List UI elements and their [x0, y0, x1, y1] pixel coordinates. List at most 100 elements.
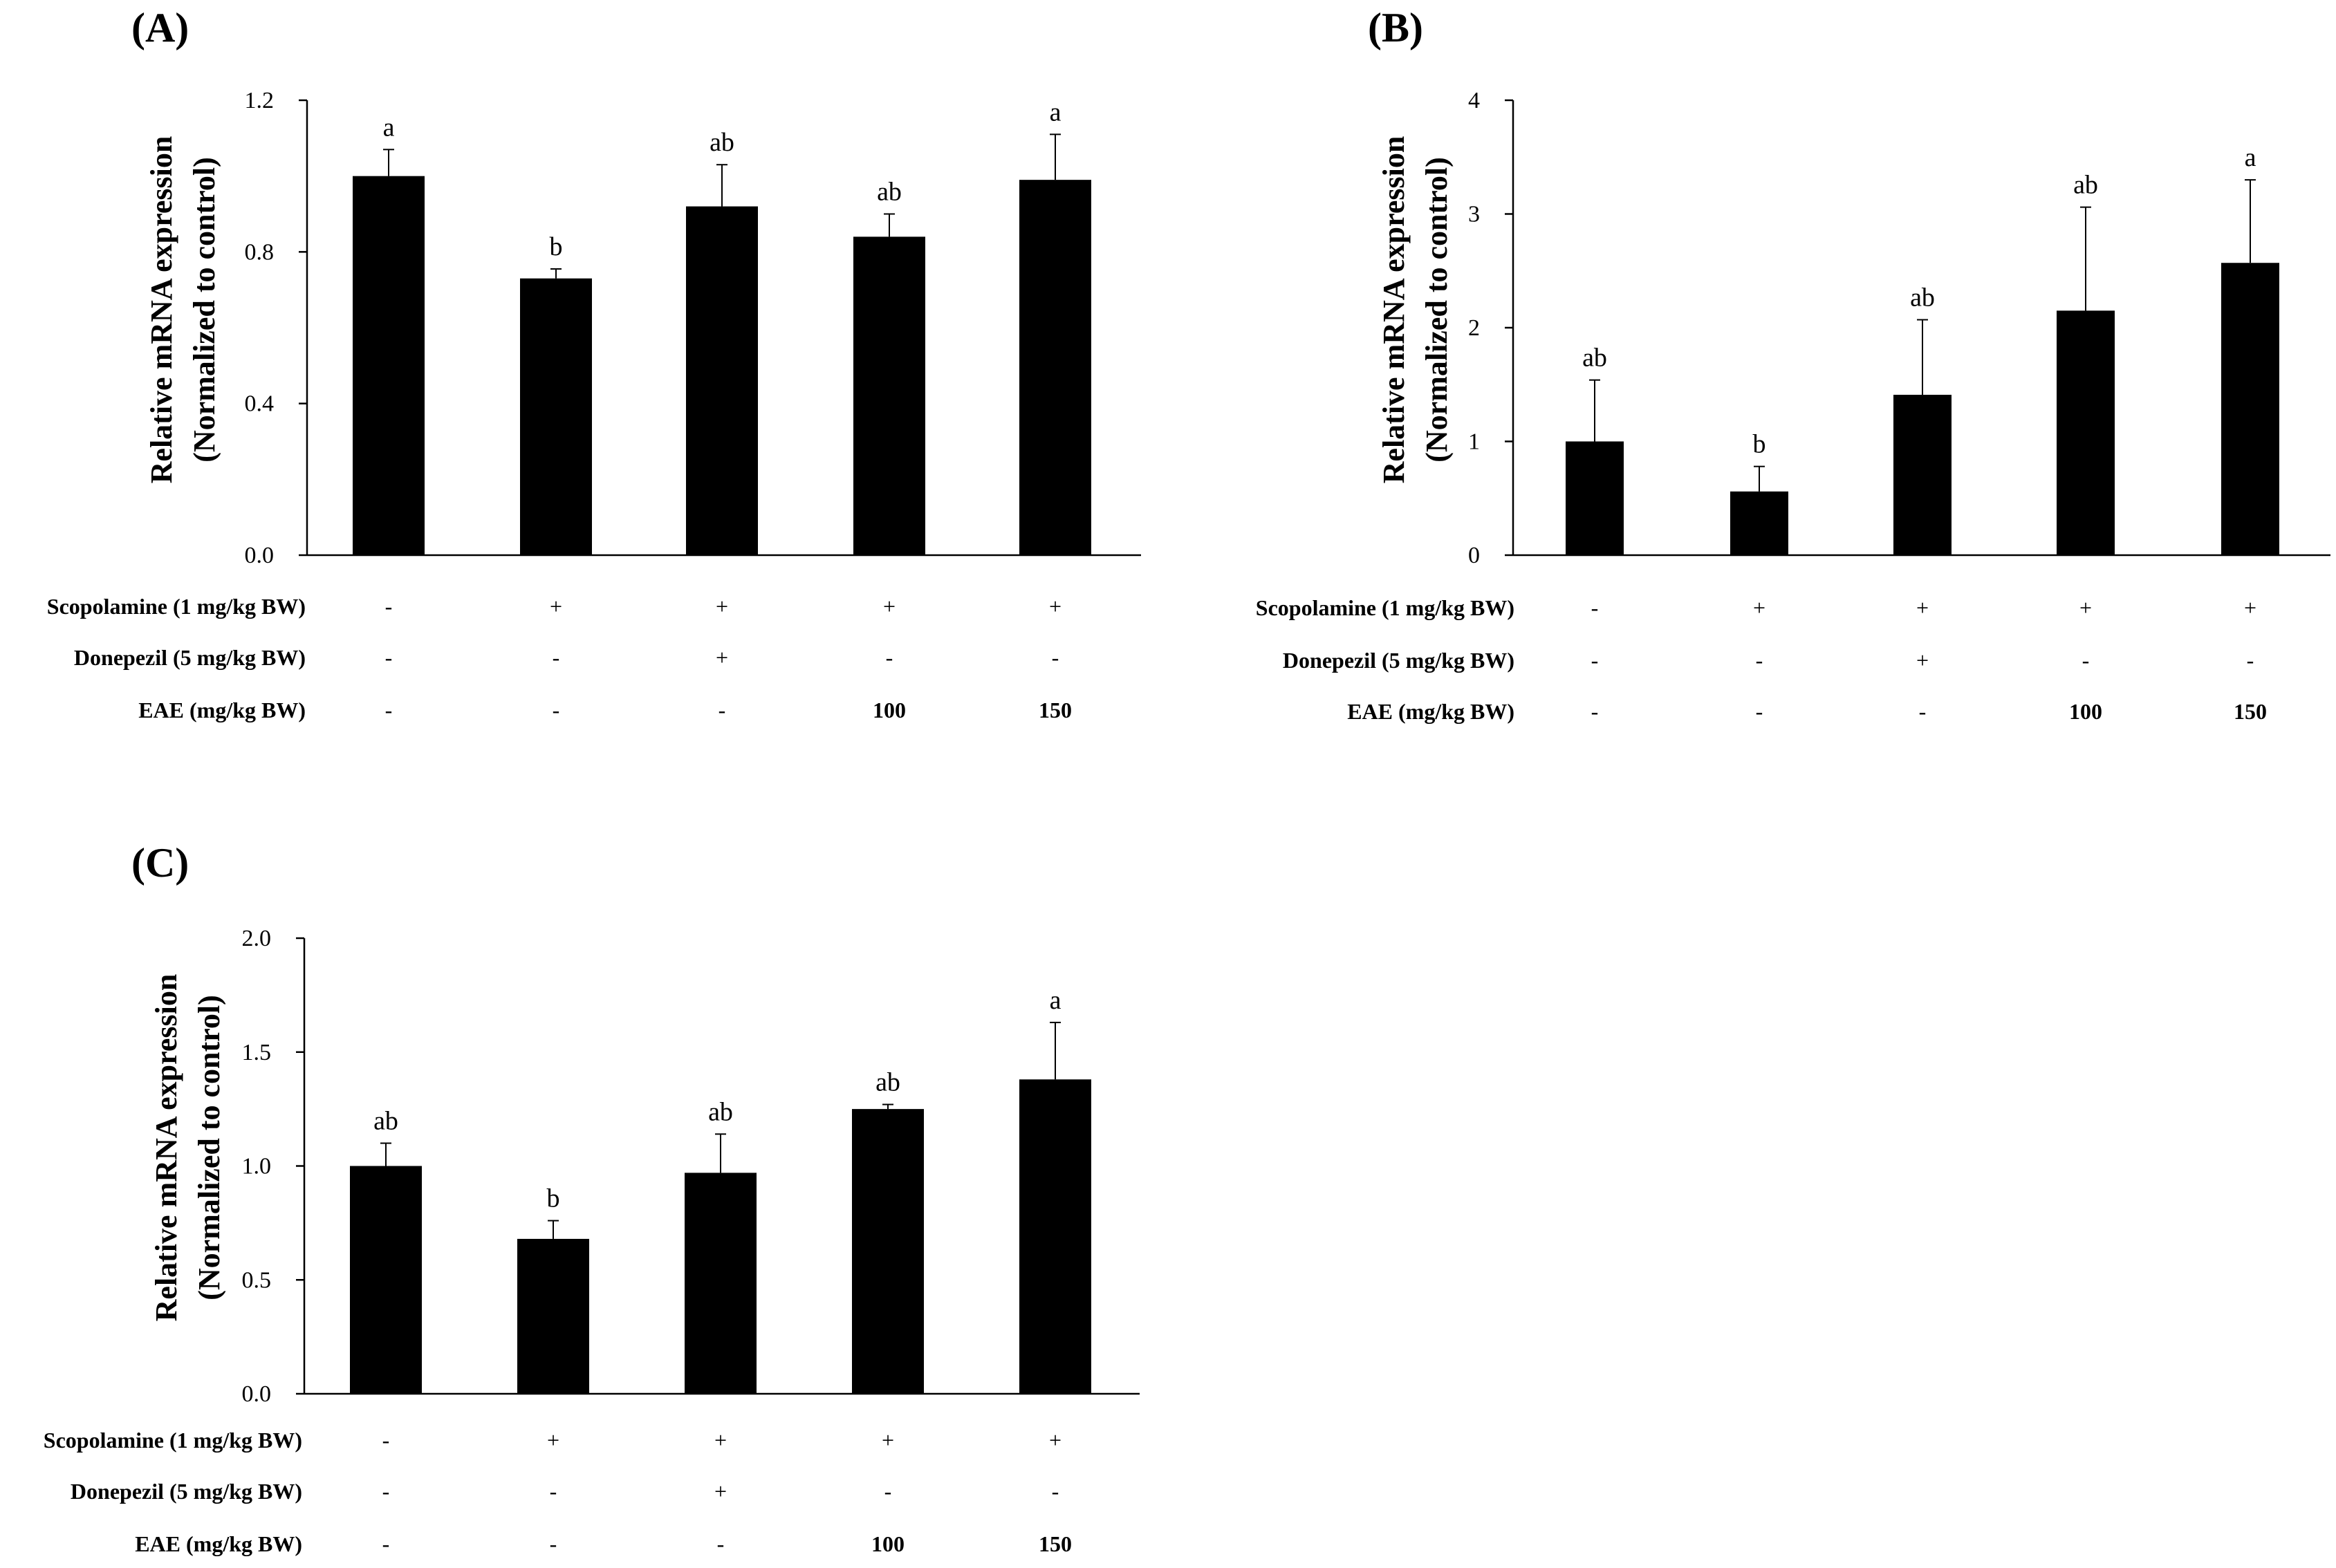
panel-b-error-bar	[1917, 319, 1928, 395]
panel-c-table-cell: -	[382, 1531, 390, 1556]
panel-a-table-cell: -	[385, 594, 393, 619]
panel-b-row-label-eae: EAE (mg/kg BW)	[1347, 699, 1514, 724]
panel-a-error-bar	[1050, 133, 1061, 180]
panel-a-bar	[1019, 180, 1091, 555]
panel-a-ytick-label: 0.4	[245, 391, 275, 417]
panel-a-table-cell: -	[385, 645, 393, 670]
panel-b: (B) Relative mRNA expression (Normalized…	[1256, 5, 2330, 724]
panel-a-bar	[686, 206, 758, 555]
panel-a-table-cell: -	[719, 698, 726, 722]
panel-b-row-label-donepezil: Donepezil (5 mg/kg BW)	[1283, 648, 1514, 673]
panel-b-bar	[2057, 310, 2115, 555]
panel-c-ytick-label: 1.0	[242, 1154, 272, 1179]
panel-b-error-bar	[2245, 179, 2256, 263]
panel-c-table-cell: -	[550, 1531, 557, 1556]
panel-b-row-label-scopolamine: Scopolamine (1 mg/kg BW)	[1256, 595, 1514, 620]
panel-c-bars: ab b ab ab a	[350, 986, 1091, 1394]
panel-c-table-cell: 100	[871, 1531, 905, 1556]
panel-b-table-cell: +	[1916, 648, 1929, 673]
panel-a-table-cell: +	[1049, 594, 1062, 619]
panel-b-table-cell: 150	[2234, 699, 2267, 724]
panel-c-table-cell: -	[550, 1479, 557, 1504]
panel-c-error-bar	[548, 1220, 559, 1239]
panel-c-table-cell: +	[714, 1428, 727, 1453]
panel-c-table-cell: -	[382, 1479, 390, 1504]
panel-a-error-bar	[383, 149, 394, 176]
panel-b-ticks: 0 1 2 3 4	[1468, 88, 1513, 568]
panel-b-table-cell: -	[2247, 648, 2254, 673]
panel-c-error-bar	[1050, 1021, 1061, 1080]
panel-b-significance-label: a	[2245, 143, 2256, 172]
panel-a-error-bar	[716, 164, 727, 207]
panel-b-error-bar	[1589, 379, 1600, 442]
panel-c-ytick-label: 2.0	[242, 926, 272, 951]
panel-a-ticks: 0.0 0.4 0.8 1.2	[245, 88, 307, 568]
panel-b-significance-label: b	[1753, 430, 1766, 459]
panel-a-bar	[853, 236, 925, 555]
panel-a-table-cells: - + + + + - - + - - - - - 100 150	[385, 594, 1072, 722]
panel-b-table-cell: -	[1756, 648, 1763, 673]
panel-b-table-cell: +	[1916, 595, 1929, 620]
panel-c-significance-label: ab	[373, 1107, 398, 1136]
panel-b-table-cell: -	[1756, 699, 1763, 724]
panel-b-bar	[2221, 263, 2279, 555]
panel-b-ylabel: Relative mRNA expression (Normalized to …	[1377, 136, 1454, 484]
panel-a-significance-label: a	[383, 113, 395, 142]
panel-c-error-bar	[882, 1103, 893, 1110]
panel-a-error-bar	[550, 268, 562, 279]
panel-b-bar	[1730, 491, 1788, 555]
panel-c-bar	[350, 1166, 422, 1394]
panel-c-error-bar	[380, 1142, 391, 1166]
panel-b-error-bar	[2080, 206, 2091, 311]
panel-b-table-cell: -	[1591, 648, 1599, 673]
panel-b-bars: ab b ab ab a	[1566, 143, 2279, 555]
panel-c-row-label-eae: EAE (mg/kg BW)	[135, 1531, 302, 1556]
panel-a-significance-label: ab	[710, 128, 734, 157]
panel-c-row-label-donepezil: Donepezil (5 mg/kg BW)	[71, 1479, 302, 1504]
panel-c-bar	[685, 1173, 757, 1394]
panel-b-table-cell: -	[1591, 699, 1599, 724]
panel-b-significance-label: ab	[1582, 344, 1607, 373]
panel-c-table-cells: - + + + + - - + - - - - - 100 150	[382, 1428, 1072, 1556]
panel-b-letter: (B)	[1368, 5, 1423, 50]
panel-a-table-cell: -	[1052, 645, 1059, 670]
panel-c-table-cell: -	[1052, 1479, 1059, 1504]
panel-c-bar	[517, 1238, 589, 1394]
panel-c-ylabel: Relative mRNA expression (Normalized to …	[149, 974, 226, 1322]
panel-c-ylabel-line1: Relative mRNA expression	[149, 974, 183, 1322]
panel-a-table-cell: 100	[873, 698, 906, 722]
panel-a-table-cell: +	[550, 594, 562, 619]
panel-a-table-cell: -	[385, 698, 393, 722]
panel-c-ylabel-line2: (Normalized to control)	[192, 995, 226, 1300]
panel-a-bar	[353, 176, 425, 555]
panel-a-ylabel-line2: (Normalized to control)	[187, 157, 221, 463]
panel-b-table-cells: - + + + + - - + - - - - - 100 150	[1591, 595, 2267, 724]
panel-c-table-cell: -	[717, 1531, 725, 1556]
panel-c-significance-label: ab	[875, 1068, 900, 1097]
panel-a-row-label-scopolamine: Scopolamine (1 mg/kg BW)	[47, 594, 306, 619]
panel-c-table-cell: 150	[1039, 1531, 1072, 1556]
panel-a-error-bar	[884, 213, 895, 237]
panel-a-table-cell: -	[553, 698, 560, 722]
panel-a-table-cell: +	[883, 594, 896, 619]
panel-c-bar	[852, 1109, 924, 1394]
panel-c-bar	[1019, 1079, 1091, 1394]
panel-c-table-cell: +	[547, 1428, 559, 1453]
panel-a-ytick-label: 1.2	[245, 88, 275, 113]
panel-a-table-cell: +	[716, 594, 728, 619]
panel-a-significance-label: b	[550, 232, 563, 261]
panel-c-table-cell: +	[714, 1479, 727, 1504]
panel-c-significance-label: ab	[708, 1097, 733, 1126]
panel-c-ytick-label: 0.0	[242, 1381, 272, 1407]
panel-b-ylabel-line1: Relative mRNA expression	[1377, 136, 1411, 484]
panel-b-table-cell: +	[2079, 595, 2092, 620]
panel-b-ytick-label: 2	[1468, 315, 1480, 341]
panel-b-ylabel-line2: (Normalized to control)	[1420, 157, 1454, 463]
panel-c-treatment-table: Scopolamine (1 mg/kg BW) Donepezil (5 mg…	[44, 1428, 1072, 1556]
panel-c-ytick-label: 1.5	[242, 1040, 272, 1065]
panel-c-row-label-scopolamine: Scopolamine (1 mg/kg BW)	[44, 1428, 302, 1453]
panel-b-table-cell: -	[1591, 595, 1599, 620]
panel-b-bar	[1893, 395, 1952, 555]
panel-b-ytick-label: 3	[1468, 202, 1480, 227]
